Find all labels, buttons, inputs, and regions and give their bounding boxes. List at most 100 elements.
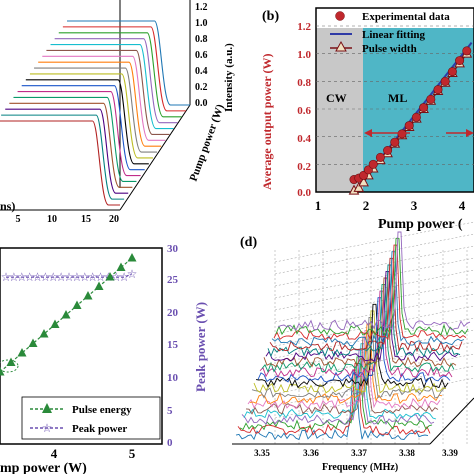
panel-d-trace — [251, 316, 445, 399]
panel-b-grid — [316, 25, 474, 165]
panel-c-marks: ☆☆☆☆☆☆☆☆☆☆☆☆☆☆☆☆☆ — [0, 253, 137, 376]
panel-c-legend-label: Peak power — [72, 423, 127, 435]
panel-c-y2-tick: 30 — [167, 243, 179, 255]
panel-c-y2-tick: 25 — [167, 274, 179, 286]
panel-b-y-tick: 0.0 — [297, 187, 311, 199]
panel-d-x-tick: 3.35 — [254, 448, 270, 458]
panel-b-marks — [348, 41, 473, 195]
panel-b-frame — [315, 7, 474, 193]
panel-c-peak-power-point: ☆ — [48, 270, 59, 284]
panel-d-trace — [243, 343, 437, 420]
panel-c-pulse-energy-point — [17, 348, 27, 357]
panel-c-y2-label: Peak power (W) — [193, 302, 208, 392]
panel-c-peak-power-point: ☆ — [64, 270, 75, 284]
panel-b-experimental-point — [455, 56, 465, 66]
panel-b-legend-label: Pulse width — [362, 43, 417, 55]
panel-c-pulse-energy-point — [127, 253, 137, 262]
panel-c-peak-power-point: ☆ — [8, 270, 19, 284]
panel-a-z-tick: 0.6 — [195, 50, 208, 61]
panel-b-legend-marker-circle — [335, 11, 345, 21]
panel-c-peak-power-point: ☆ — [95, 270, 106, 284]
panel-d-gridline — [274, 257, 474, 299]
panel-b-experimental-point — [368, 159, 378, 169]
panel-c-x-tick: 5 — [129, 446, 136, 461]
panel-b-y-ticks: 0.0 0.2 0.4 0.6 0.8 1.0 1.2 — [297, 21, 311, 199]
panel-c-frame — [0, 247, 163, 445]
panel-b-x-label: Pump power ( — [378, 217, 463, 232]
panel-d-traces — [235, 231, 471, 441]
panel-a-x-tick: 20 — [109, 214, 119, 225]
panel-c-peak-power-point: ☆ — [87, 270, 98, 284]
panel-a-z-tick: 0.4 — [195, 66, 208, 77]
panel-c-pulse-energy-point — [50, 319, 60, 328]
panel-d-trace — [263, 277, 457, 368]
panel-d-gridline — [274, 269, 474, 311]
panel-b-arrow-left — [364, 129, 410, 137]
panel-c-peak-power-point: ☆ — [127, 267, 138, 281]
panel-d-trace — [261, 284, 455, 373]
panel-a-trace — [0, 120, 120, 206]
panel-c-pulse-energy-point — [0, 367, 5, 376]
panel-a-trace — [25, 79, 149, 165]
panel-a-trace — [62, 26, 186, 112]
panel-b: CW ML (b) 0.0 0.2 0.4 0.6 0.8 1.0 1.2 Av… — [260, 7, 474, 232]
panel-a-traces — [0, 20, 190, 206]
panel-c-legend-marker-triangle — [42, 403, 52, 413]
panel-b-x-tick: 2 — [363, 198, 370, 213]
panel-d-trace — [235, 369, 429, 441]
panel-a-x-ticks: 5 10 15 20 — [16, 214, 120, 225]
panel-d-trace — [247, 330, 441, 410]
panel-b-x-tick: 4 — [459, 198, 466, 213]
panel-b-legend-marker-triangle — [335, 40, 347, 52]
panel-a-trace — [42, 55, 166, 141]
panel-d-trace — [267, 264, 461, 358]
panel-d-trace — [277, 231, 471, 331]
panel-b-x-tick: 3 — [411, 198, 418, 213]
panel-a-z-tick: 1.2 — [195, 2, 208, 13]
panel-d-x-label: Frequency (MHz) — [322, 462, 398, 473]
panel-d-trace — [257, 297, 451, 384]
panel-c-y2-ticks: 0 5 10 15 20 25 30 — [167, 243, 179, 449]
panel-d-trace — [259, 290, 453, 379]
panel-c-y2-tick: 20 — [167, 307, 179, 319]
panel-d-trace — [245, 336, 439, 415]
panel-a-x-tick: 10 — [47, 214, 57, 225]
panel-a-z-tick: 0.2 — [195, 82, 208, 93]
panel-c-y2-tick: 15 — [167, 339, 179, 351]
panel-a-depth-label: Pump power (W) — [188, 102, 227, 183]
panel-d-x-tick: 3.39 — [442, 448, 458, 458]
panel-a-z-ticks: 1.2 1.0 0.8 0.6 0.4 0.2 0.0 — [195, 2, 208, 109]
panel-b-experimental-point — [404, 121, 414, 131]
panel-d-trace — [275, 238, 469, 337]
panel-d-x-tick: 3.37 — [351, 448, 367, 458]
panel-b-legend: Experimental data Linear fitting Pulse w… — [330, 11, 450, 55]
panel-b-x-tick: 1 — [315, 198, 322, 213]
panel-c-pulse-energy-point — [94, 281, 104, 290]
panel-a-x-label: ns) — [0, 199, 15, 213]
panel-b-y-tick: 0.8 — [297, 77, 311, 89]
panel-c-x-tick: 4 — [51, 446, 58, 461]
panel-a-z-tick: 1.0 — [195, 18, 208, 29]
panel-c-pulse-energy-point — [116, 262, 126, 271]
panel-a-trace — [34, 67, 158, 153]
panel-c-pulse-energy-point — [83, 291, 93, 300]
panel-a-trace — [9, 102, 133, 188]
panel-c-pulse-energy-point — [39, 329, 49, 338]
panel-d-gridline — [274, 245, 474, 287]
panel-c: ☆☆☆☆☆☆☆☆☆☆☆☆☆☆☆☆☆ 0 5 10 15 20 25 30 Pea… — [0, 243, 208, 474]
panel-d-gridline — [274, 221, 474, 263]
panel-c-peak-power-point: ☆ — [32, 270, 43, 284]
panel-a-trace — [13, 96, 137, 183]
panel-a-trace — [1, 114, 125, 200]
panel-c-pulse-energy-point — [105, 272, 115, 281]
panel-a-trace — [50, 43, 174, 130]
panel-c-peak-power-point: ☆ — [56, 270, 67, 284]
panel-d-tag: (d) — [240, 235, 257, 250]
panel-d-depth-axis — [429, 397, 474, 445]
panel-a-x-tick: 5 — [16, 214, 21, 225]
panel-d-trace — [269, 257, 463, 353]
panel-b-pulse-width-point — [353, 181, 365, 192]
panel-b-experimental-point — [440, 76, 450, 86]
panel-d-trace — [239, 356, 433, 431]
panel-d-x-tick: 3.38 — [399, 448, 415, 458]
